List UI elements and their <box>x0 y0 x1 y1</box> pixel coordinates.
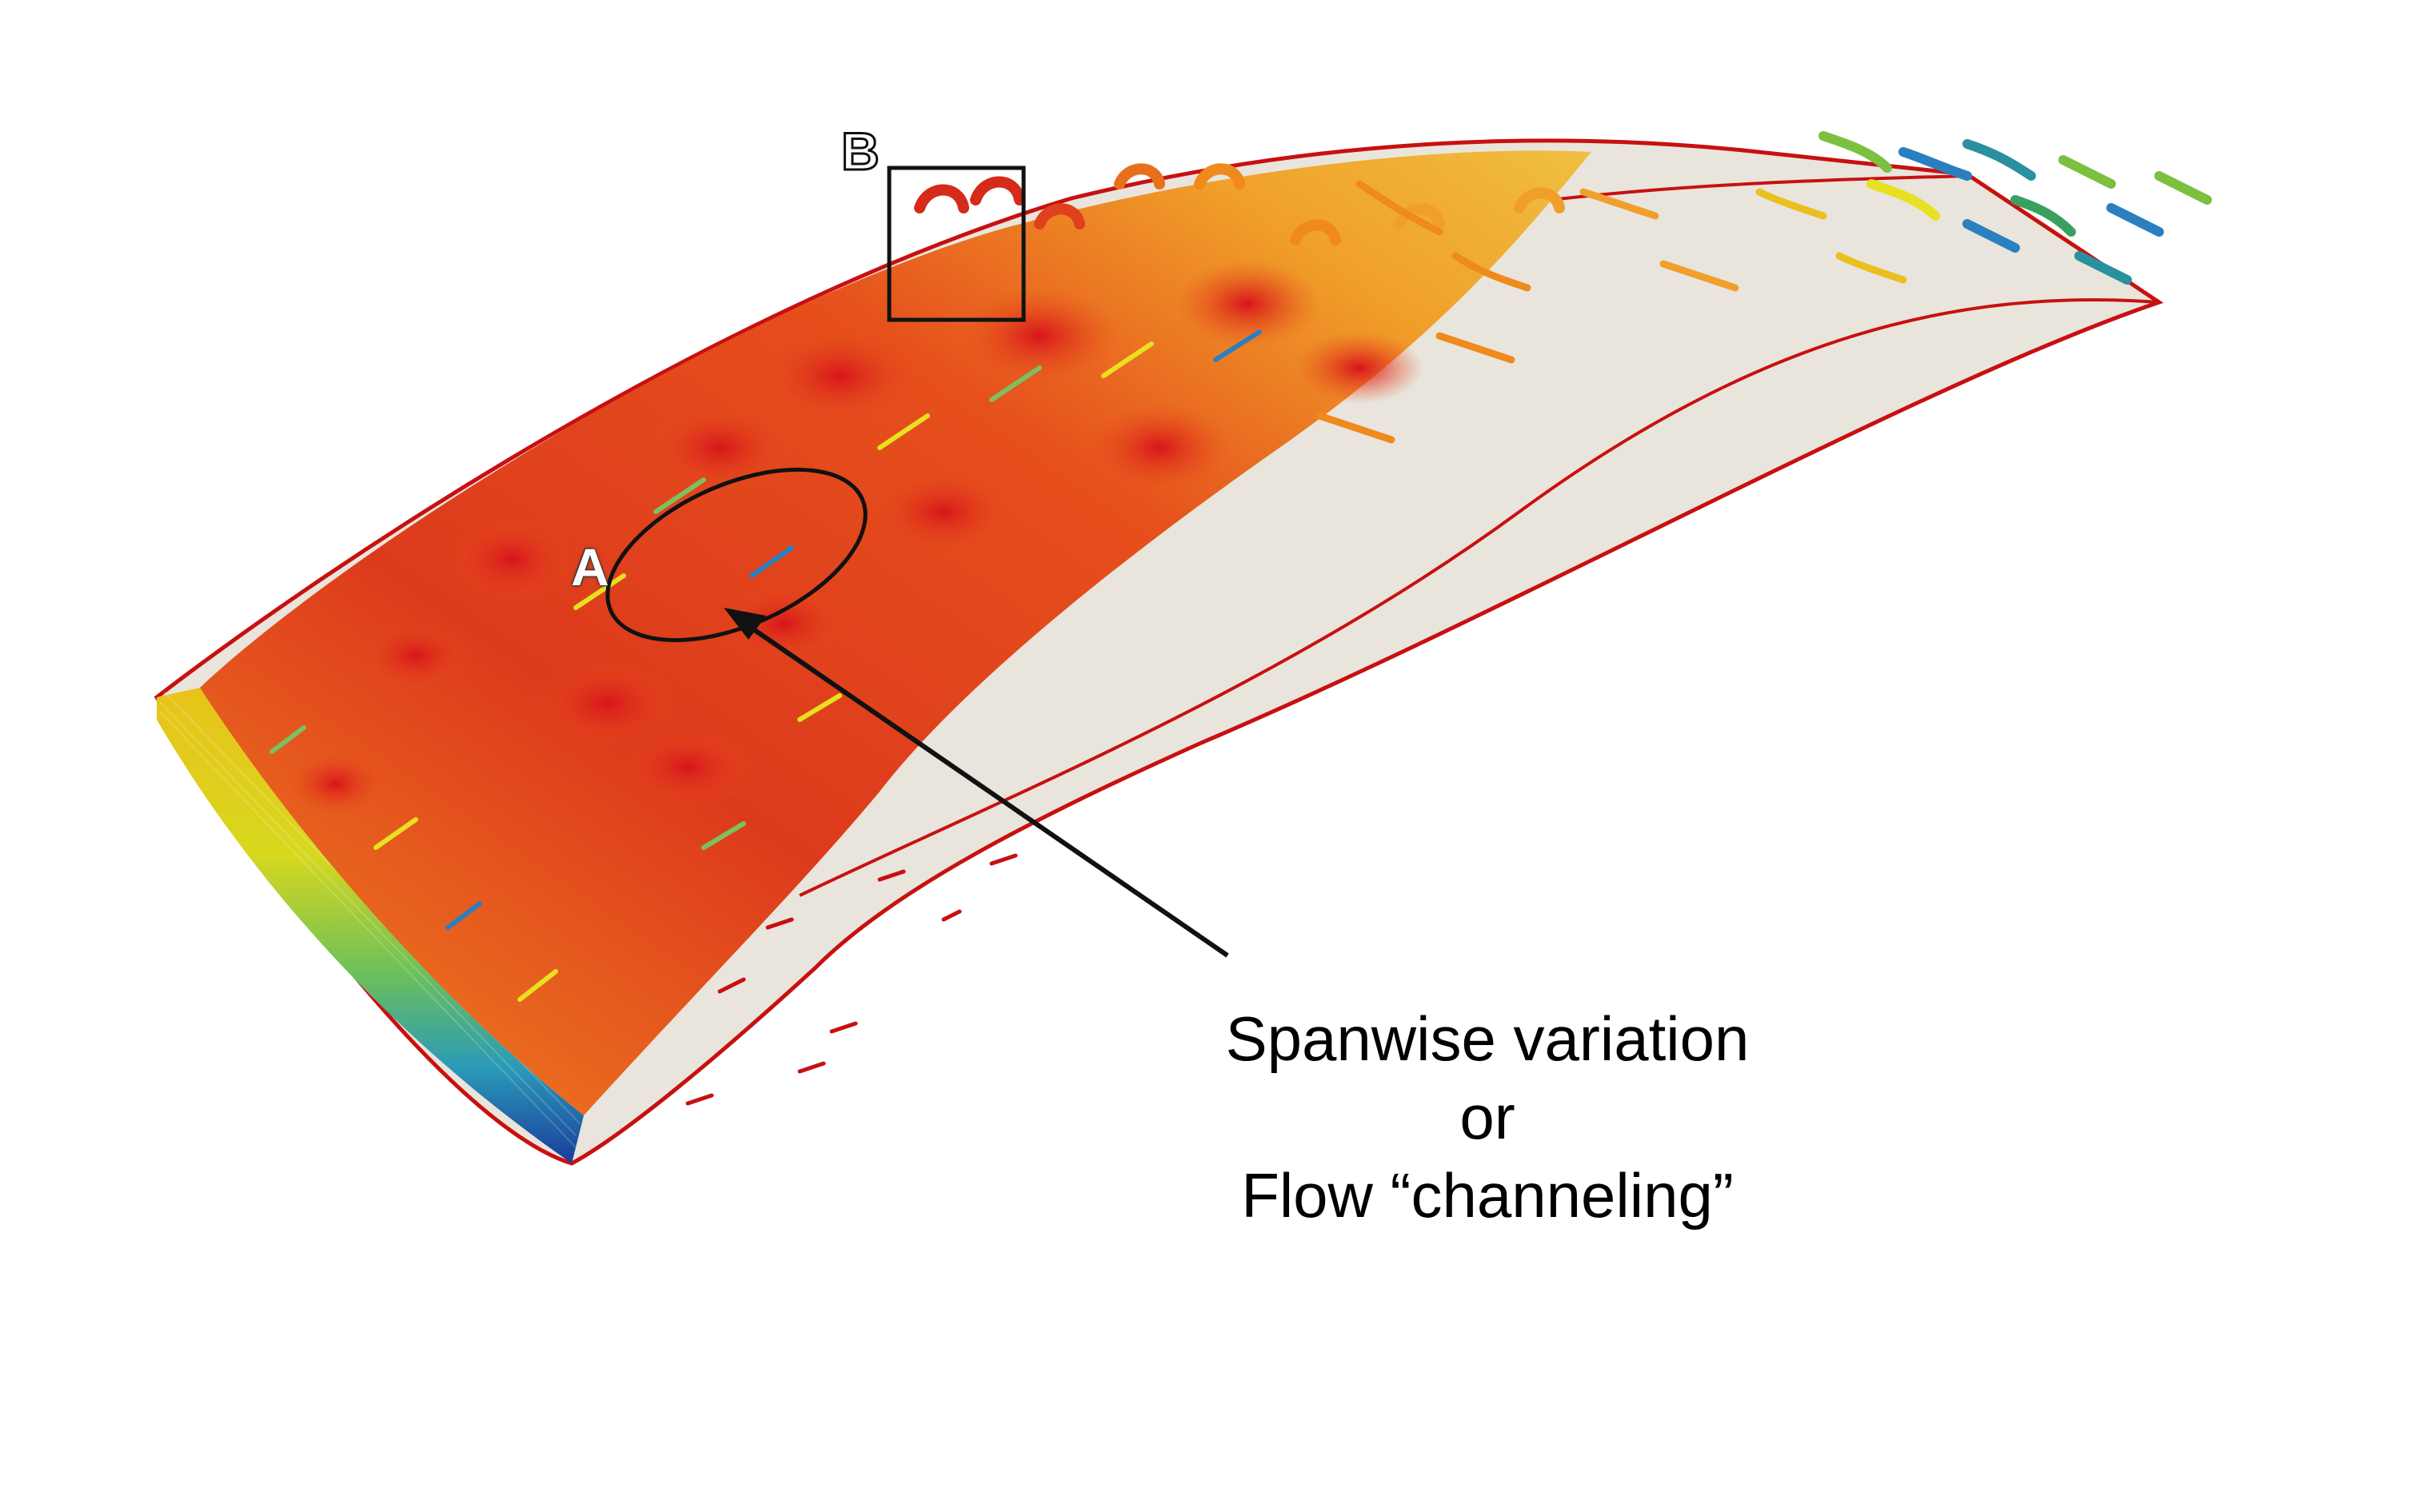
region-b-box <box>887 166 1026 322</box>
caption-line-1: Spanwise variation <box>1225 1003 1750 1074</box>
annotation-arrow-line <box>746 623 1229 958</box>
caption-line-2: or <box>1459 1082 1515 1152</box>
region-a-label: A <box>571 537 609 596</box>
turbulent-vortex-region <box>200 150 1591 1115</box>
downstream-vortex-streaks <box>1315 180 1907 444</box>
annotation-caption: Spanwise variation or Flow “channeling” <box>1136 999 1839 1235</box>
hairpin-vortices <box>914 163 1565 245</box>
caption-line-3: Flow “channeling” <box>1241 1160 1734 1231</box>
region-b-label: B <box>840 122 881 181</box>
surface-red-streaks <box>685 853 1018 1106</box>
region-a-ellipse <box>605 467 868 643</box>
leading-edge-band <box>157 688 584 1163</box>
flow-streaks <box>269 329 1262 1002</box>
annotation-arrowhead <box>724 608 766 640</box>
vortex-blobs <box>288 260 1423 816</box>
wake-vortices <box>1818 131 2212 285</box>
